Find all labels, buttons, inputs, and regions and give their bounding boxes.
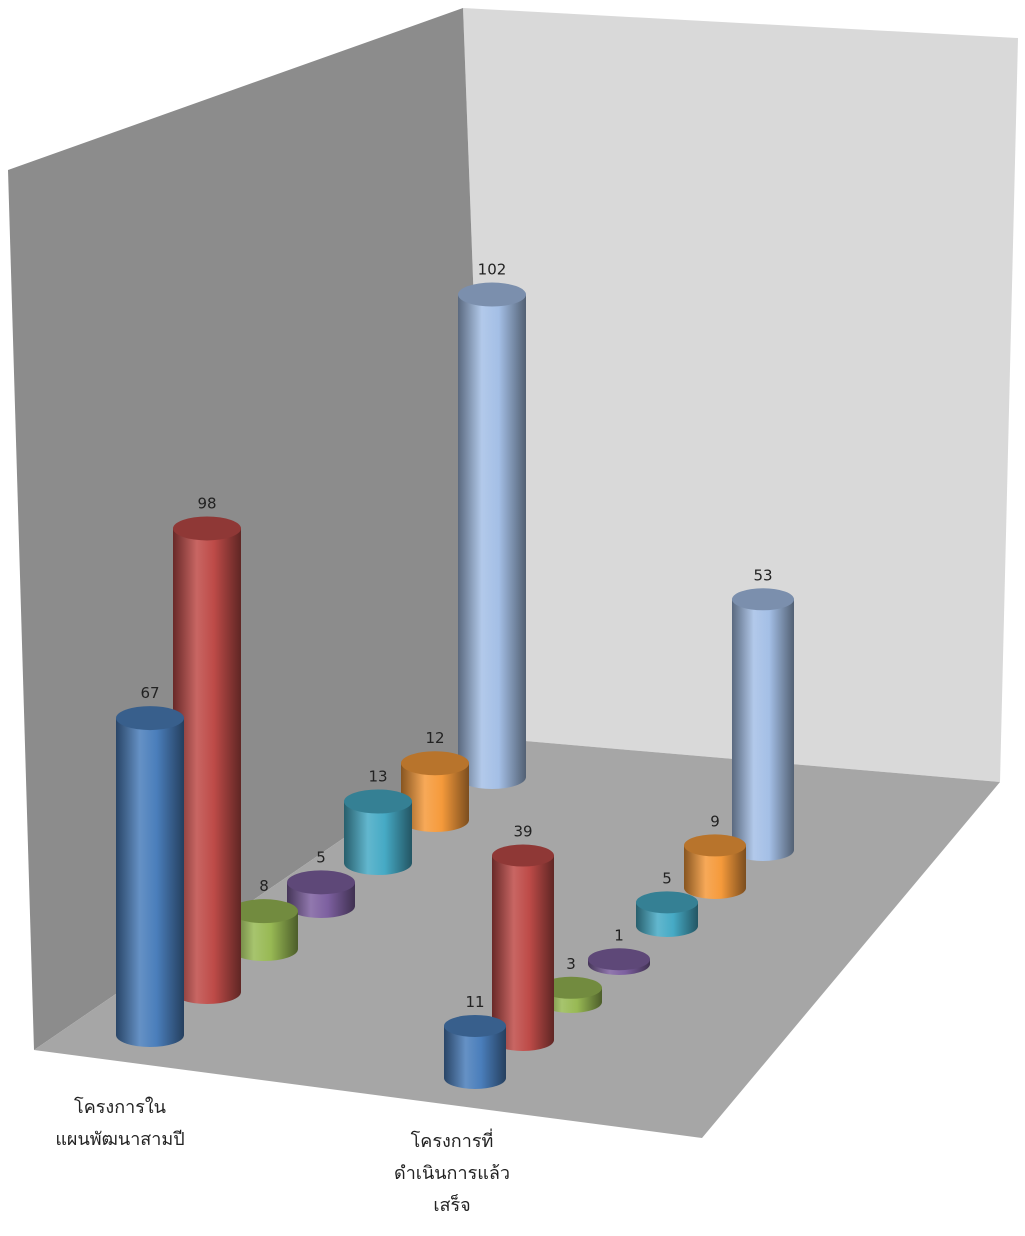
bar-top xyxy=(588,948,650,971)
data-label: 5 xyxy=(662,869,672,887)
bar-body xyxy=(492,855,554,1051)
bar-s6-c2: 9 xyxy=(684,812,746,899)
data-label: 13 xyxy=(368,768,387,786)
bar-body xyxy=(444,1025,506,1089)
bar-body xyxy=(116,718,184,1047)
data-label: 53 xyxy=(753,566,772,584)
bar-body xyxy=(458,294,526,789)
bar-top xyxy=(173,516,241,541)
bar-top xyxy=(344,789,412,814)
data-label: 98 xyxy=(197,494,216,512)
bar-s2-c2: 39 xyxy=(492,823,554,1051)
data-label: 5 xyxy=(316,848,326,866)
bar-body xyxy=(173,528,241,1004)
bar-s3-c2: 3 xyxy=(540,955,602,1013)
bar-top xyxy=(230,899,298,924)
bar-s5-c2: 5 xyxy=(636,869,698,937)
category-label-2: โครงการที่ ดำเนินการแล้ว เสร็จ xyxy=(394,1131,510,1216)
bar-body xyxy=(401,763,469,832)
data-label: 102 xyxy=(478,261,507,279)
bar-s7-c1: 102 xyxy=(458,261,526,789)
bar-s4-c1: 5 xyxy=(287,848,355,918)
bar-top xyxy=(116,706,184,731)
data-label: 8 xyxy=(259,877,269,895)
bar-s6-c1: 12 xyxy=(401,729,469,832)
bar-s1-c2: 11 xyxy=(444,993,506,1089)
bar-s1-c1: 67 xyxy=(116,684,184,1047)
bar-top xyxy=(540,976,602,999)
bar-top xyxy=(401,751,469,776)
bar-s3-c1: 8 xyxy=(230,877,298,961)
data-label: 39 xyxy=(513,823,532,841)
bar-top xyxy=(287,870,355,895)
data-label: 9 xyxy=(710,812,720,830)
bar-body xyxy=(230,911,298,961)
back-wall xyxy=(463,8,1018,782)
bar-top xyxy=(684,834,746,857)
bar-top xyxy=(444,1014,506,1037)
data-label: 11 xyxy=(465,993,484,1011)
bar-top xyxy=(732,588,794,611)
bar-s7-c2: 53 xyxy=(732,566,794,861)
bar-top xyxy=(458,282,526,307)
bar-body xyxy=(684,845,746,899)
data-label: 3 xyxy=(566,955,576,973)
bar-top xyxy=(492,844,554,867)
data-label: 12 xyxy=(425,729,444,747)
data-label: 1 xyxy=(614,926,624,944)
bar-s4-c2: 1 xyxy=(588,926,650,975)
bar-s2-c1: 98 xyxy=(173,494,241,1004)
data-label: 67 xyxy=(140,684,159,702)
bar-s5-c1: 13 xyxy=(344,768,412,875)
category-label-1: โครงการใน แผนพัฒนาสามปี xyxy=(55,1097,185,1150)
bar-body xyxy=(732,599,794,861)
bar-top xyxy=(636,891,698,914)
bar-body xyxy=(344,801,412,875)
